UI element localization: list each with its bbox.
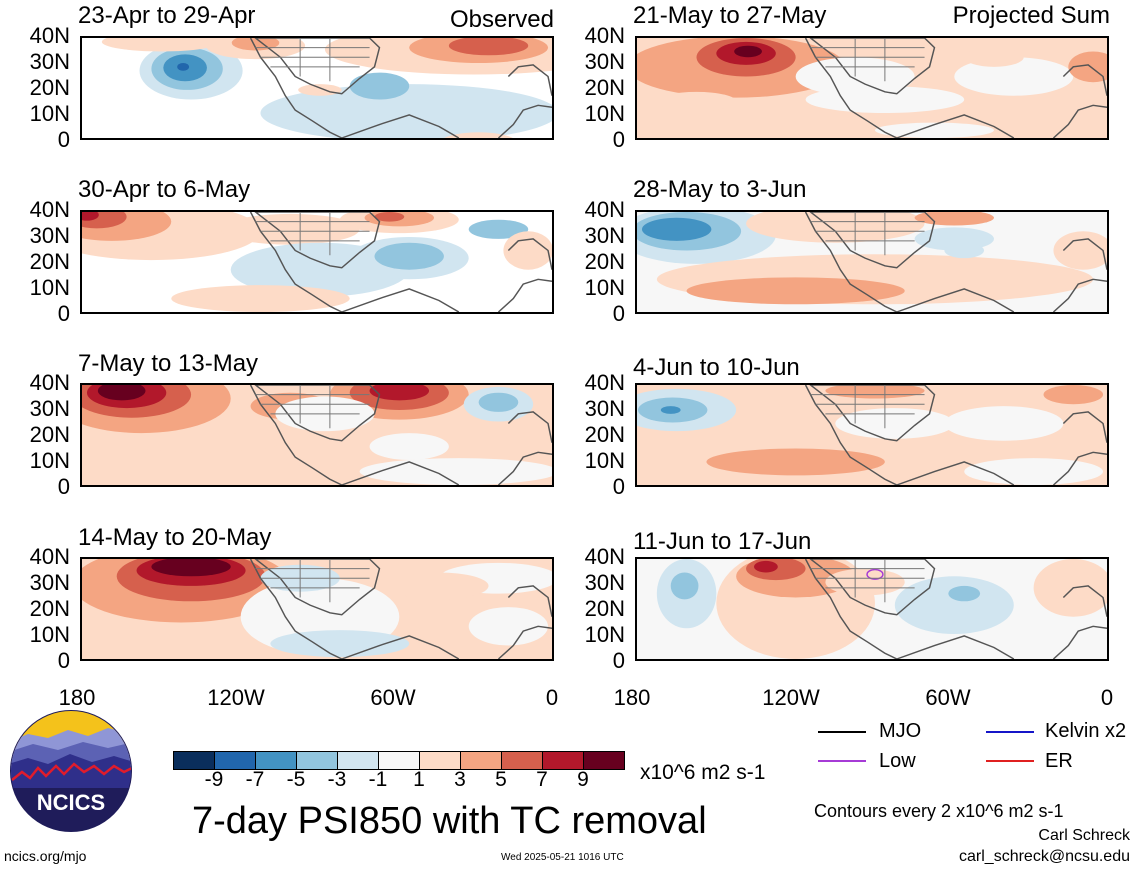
colorbar-tick-label: 7 xyxy=(536,768,548,791)
lat-tick: 0 xyxy=(57,127,70,152)
lat-tick: 30N xyxy=(584,49,625,74)
map-panel-right-4 xyxy=(635,557,1109,661)
ncics-logo: NCICS xyxy=(8,708,134,834)
contour-note: Contours every 2 x10^6 m2 s-1 xyxy=(814,801,1064,821)
lat-tick: 0 xyxy=(57,474,70,499)
site-url: ncics.org/mjo xyxy=(4,848,87,864)
lat-tick: 10N xyxy=(584,275,625,300)
panel-title-left-2: 30-Apr to 6-May xyxy=(78,176,251,203)
lat-tick: 30N xyxy=(29,396,70,421)
lat-tick: 40N xyxy=(584,23,625,48)
lat-tick: 0 xyxy=(57,648,70,673)
colorbar-tick-label: -3 xyxy=(327,768,347,791)
projected-label: Projected Sum xyxy=(952,2,1110,29)
lat-tick: 0 xyxy=(57,301,70,326)
map-panel-left-3 xyxy=(80,383,554,487)
legend-kelvin-label: Kelvin x2 xyxy=(1045,720,1127,742)
lat-tick: 40N xyxy=(584,370,625,395)
colorbar-units: x10^6 m2 s-1 xyxy=(640,761,766,784)
legend-low-line xyxy=(818,760,866,762)
map-panel-left-2 xyxy=(80,210,554,314)
credit-author: Carl Schreck xyxy=(1038,827,1130,844)
colorbar-tick-label: 5 xyxy=(495,768,507,791)
legend-kelvin-line xyxy=(986,731,1034,733)
lat-tick: 30N xyxy=(584,223,625,248)
lon-tick-right-120w: 120W xyxy=(762,685,820,710)
panel-title-right-2: 28-May to 3-Jun xyxy=(633,176,807,203)
lat-tick: 20N xyxy=(29,422,70,447)
lon-tick-right-180: 180 xyxy=(613,685,651,710)
lat-tick: 20N xyxy=(29,596,70,621)
lat-tick: 30N xyxy=(29,570,70,595)
lon-tick-left-180: 180 xyxy=(58,685,96,710)
lat-tick: 20N xyxy=(584,249,625,274)
map-panel-left-1 xyxy=(80,36,554,140)
lat-tick: 10N xyxy=(29,448,70,473)
colorbar-tick-label: 3 xyxy=(454,768,466,791)
lat-tick: 30N xyxy=(584,570,625,595)
lat-tick: 10N xyxy=(29,101,70,126)
lat-tick: 10N xyxy=(29,622,70,647)
logo-text: NCICS xyxy=(37,790,105,815)
panel-title-left-1: 23-Apr to 29-Apr xyxy=(78,2,256,29)
legend-er-line xyxy=(986,760,1034,762)
lat-tick: 10N xyxy=(584,101,625,126)
panel-title-right-3: 4-Jun to 10-Jun xyxy=(633,354,800,381)
colorbar-tick-label: -5 xyxy=(286,768,306,791)
lat-tick: 20N xyxy=(584,596,625,621)
lat-tick: 10N xyxy=(584,448,625,473)
observed-label: Observed xyxy=(449,6,554,33)
map-panel-right-3 xyxy=(635,383,1109,487)
credit-email: carl_schreck@ncsu.edu xyxy=(959,848,1130,865)
colorbar-tick-label: -7 xyxy=(245,768,265,791)
map-panel-right-2 xyxy=(635,210,1109,314)
legend-mjo-line xyxy=(818,731,866,733)
panel-title-right-4: 11-Jun to 17-Jun xyxy=(633,528,812,555)
main-title: 7-day PSI850 with TC removal xyxy=(192,800,707,842)
panel-title-right-1: 21-May to 27-May xyxy=(633,2,827,29)
lat-tick: 40N xyxy=(584,197,625,222)
map-panel-left-4 xyxy=(80,557,554,661)
colorbar-swatch xyxy=(583,751,625,770)
lat-tick: 40N xyxy=(29,544,70,569)
lat-tick: 10N xyxy=(29,275,70,300)
lon-tick-left-120w: 120W xyxy=(207,685,265,710)
lat-tick: 0 xyxy=(612,127,625,152)
colorbar-tick-label: 9 xyxy=(577,768,589,791)
lon-tick-right-0: 0 xyxy=(1100,685,1114,710)
lat-tick: 20N xyxy=(584,75,625,100)
timestamp: Wed 2025-05-21 1016 UTC xyxy=(501,852,624,863)
lat-tick: 40N xyxy=(29,197,70,222)
lat-tick: 40N xyxy=(584,544,625,569)
lat-tick: 40N xyxy=(29,370,70,395)
lat-tick: 40N xyxy=(29,23,70,48)
lat-tick: 20N xyxy=(584,422,625,447)
lat-tick: 20N xyxy=(29,249,70,274)
panel-title-left-3: 7-May to 13-May xyxy=(78,350,259,377)
panel-title-left-4: 14-May to 20-May xyxy=(78,524,272,551)
legend-low-label: Low xyxy=(879,750,916,772)
lon-tick-right-60w: 60W xyxy=(925,685,971,710)
colorbar-tick-label: -9 xyxy=(204,768,224,791)
lat-tick: 0 xyxy=(612,648,625,673)
colorbar-tick-label: 1 xyxy=(413,768,425,791)
lon-tick-left-60w: 60W xyxy=(370,685,416,710)
legend-er-label: ER xyxy=(1045,750,1073,772)
lat-tick: 0 xyxy=(612,474,625,499)
map-panel-right-1 xyxy=(635,36,1109,140)
lat-tick: 30N xyxy=(584,396,625,421)
lat-tick: 10N xyxy=(584,622,625,647)
legend-mjo-label: MJO xyxy=(879,720,922,742)
lat-tick: 20N xyxy=(29,75,70,100)
lat-tick: 30N xyxy=(29,49,70,74)
lat-tick: 30N xyxy=(29,223,70,248)
lon-tick-left-0: 0 xyxy=(545,685,559,710)
lat-tick: 0 xyxy=(612,301,625,326)
colorbar-tick-label: -1 xyxy=(368,768,388,791)
